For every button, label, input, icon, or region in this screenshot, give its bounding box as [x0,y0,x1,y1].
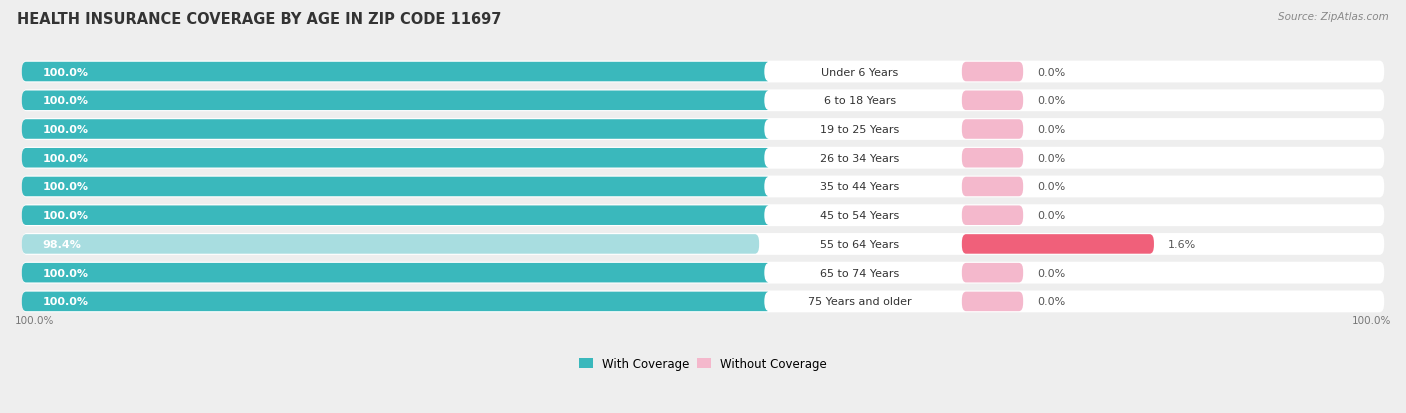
Text: 55 to 64 Years: 55 to 64 Years [820,240,900,249]
Text: 100.0%: 100.0% [42,268,89,278]
FancyBboxPatch shape [765,292,955,311]
Text: 0.0%: 0.0% [1036,211,1064,221]
Text: 1.6%: 1.6% [1167,240,1197,249]
Text: 100.0%: 100.0% [42,211,89,221]
Text: 65 to 74 Years: 65 to 74 Years [820,268,900,278]
FancyBboxPatch shape [22,262,1384,284]
FancyBboxPatch shape [962,206,1024,225]
Text: 100.0%: 100.0% [42,96,89,106]
FancyBboxPatch shape [765,120,955,140]
FancyBboxPatch shape [765,91,955,111]
FancyBboxPatch shape [962,292,1024,311]
FancyBboxPatch shape [22,147,1384,169]
Text: 0.0%: 0.0% [1036,96,1064,106]
Text: 45 to 54 Years: 45 to 54 Years [820,211,900,221]
Text: 0.0%: 0.0% [1036,67,1064,77]
FancyBboxPatch shape [962,263,1024,283]
FancyBboxPatch shape [765,263,955,283]
FancyBboxPatch shape [962,149,1024,168]
FancyBboxPatch shape [22,91,770,111]
FancyBboxPatch shape [962,91,1024,111]
Text: 100.0%: 100.0% [42,153,89,164]
FancyBboxPatch shape [22,263,770,283]
FancyBboxPatch shape [22,235,759,254]
FancyBboxPatch shape [765,235,955,254]
FancyBboxPatch shape [22,63,770,82]
Text: Source: ZipAtlas.com: Source: ZipAtlas.com [1278,12,1389,22]
Text: 35 to 44 Years: 35 to 44 Years [820,182,900,192]
Text: 19 to 25 Years: 19 to 25 Years [820,125,900,135]
FancyBboxPatch shape [22,177,770,197]
Text: 100.0%: 100.0% [42,67,89,77]
Text: 0.0%: 0.0% [1036,297,1064,307]
Text: 100.0%: 100.0% [42,297,89,307]
FancyBboxPatch shape [22,62,1384,83]
FancyBboxPatch shape [765,63,955,82]
FancyBboxPatch shape [22,149,770,168]
FancyBboxPatch shape [22,233,1384,255]
Text: 0.0%: 0.0% [1036,125,1064,135]
Text: 100.0%: 100.0% [42,125,89,135]
FancyBboxPatch shape [22,206,770,225]
Text: 0.0%: 0.0% [1036,153,1064,164]
Text: Under 6 Years: Under 6 Years [821,67,898,77]
FancyBboxPatch shape [22,120,770,140]
Text: 0.0%: 0.0% [1036,182,1064,192]
FancyBboxPatch shape [22,292,770,311]
Text: HEALTH INSURANCE COVERAGE BY AGE IN ZIP CODE 11697: HEALTH INSURANCE COVERAGE BY AGE IN ZIP … [17,12,502,27]
FancyBboxPatch shape [962,63,1024,82]
Legend: With Coverage, Without Coverage: With Coverage, Without Coverage [579,357,827,370]
Text: 100.0%: 100.0% [42,182,89,192]
FancyBboxPatch shape [22,205,1384,227]
FancyBboxPatch shape [962,235,1154,254]
Text: 98.4%: 98.4% [42,240,82,249]
Text: 6 to 18 Years: 6 to 18 Years [824,96,896,106]
Text: 0.0%: 0.0% [1036,268,1064,278]
FancyBboxPatch shape [22,90,1384,112]
FancyBboxPatch shape [962,177,1024,197]
FancyBboxPatch shape [22,119,1384,140]
Text: 26 to 34 Years: 26 to 34 Years [820,153,900,164]
FancyBboxPatch shape [765,177,955,197]
Text: 75 Years and older: 75 Years and older [808,297,911,307]
FancyBboxPatch shape [765,206,955,225]
FancyBboxPatch shape [765,149,955,168]
FancyBboxPatch shape [22,291,1384,313]
Text: 100.0%: 100.0% [1351,315,1391,325]
FancyBboxPatch shape [962,120,1024,140]
FancyBboxPatch shape [22,176,1384,198]
Text: 100.0%: 100.0% [15,315,55,325]
